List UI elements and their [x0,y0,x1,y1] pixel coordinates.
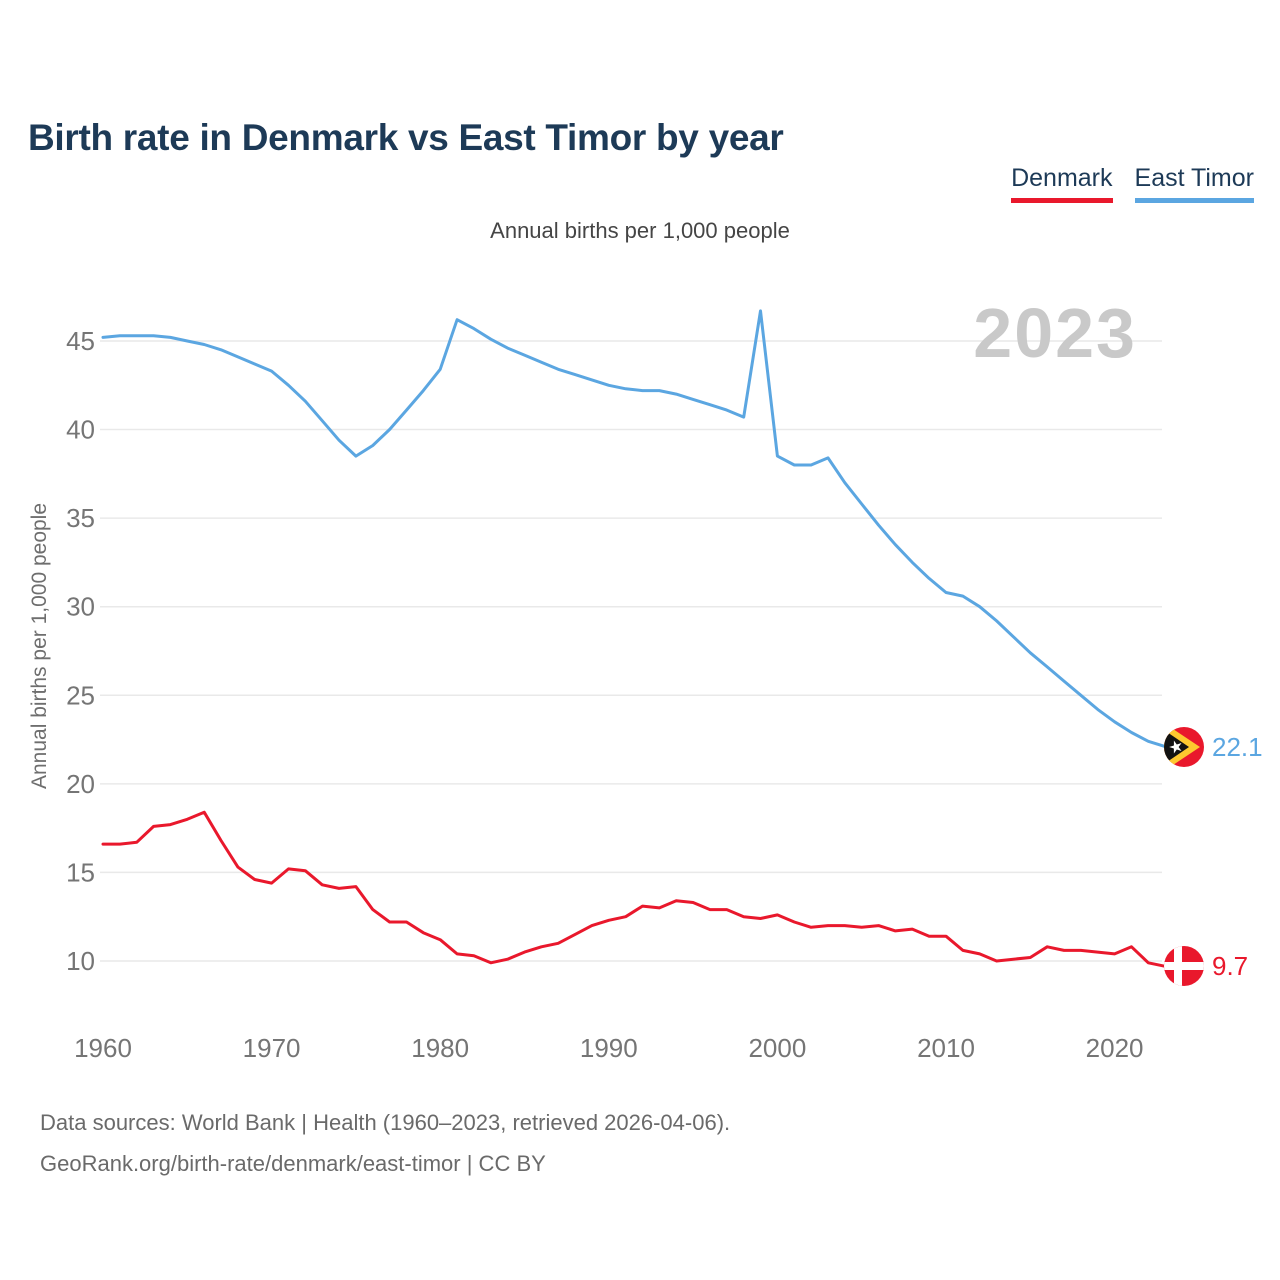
x-tick-label: 1960 [74,1033,132,1063]
y-tick-label: 40 [66,415,95,445]
y-tick-label: 30 [66,592,95,622]
x-tick-label: 1990 [580,1033,638,1063]
x-axis-ticks: 1960 1970 1980 1990 2000 2010 2020 [74,1033,1143,1063]
y-tick-label: 25 [66,680,95,710]
y-tick-label: 10 [66,946,95,976]
legend: Denmark East Timor [1011,164,1254,203]
x-tick-label: 2000 [748,1033,806,1063]
east-timor-end-value: 22.1 [1212,732,1263,762]
x-tick-label: 2020 [1086,1033,1144,1063]
y-tick-label: 35 [66,503,95,533]
east-timor-flag-icon [1164,727,1204,767]
chart-subtitle: Annual births per 1,000 people [490,218,790,243]
footer: Data sources: World Bank | Health (1960–… [40,1102,730,1184]
x-tick-label: 1980 [411,1033,469,1063]
x-tick-label: 2010 [917,1033,975,1063]
y-tick-label: 20 [66,769,95,799]
series-lines [101,309,1167,968]
legend-item-denmark[interactable]: Denmark [1011,164,1113,203]
footer-source-line: Data sources: World Bank | Health (1960–… [40,1110,731,1135]
east-timor-line [101,309,1167,749]
page-title: Birth rate in Denmark vs East Timor by y… [28,116,784,158]
y-axis-title: Annual births per 1,000 people [28,503,51,789]
denmark-flag-icon [1164,946,1204,986]
denmark-end-value: 9.7 [1212,951,1248,981]
y-tick-label: 15 [66,857,95,887]
footer-url-line: GeoRank.org/birth-rate/denmark/east-timo… [40,1151,546,1176]
x-tick-label: 1970 [243,1033,301,1063]
denmark-line [101,810,1167,968]
legend-item-east-timor[interactable]: East Timor [1134,164,1254,203]
y-tick-label: 45 [66,326,95,356]
y-axis-ticks: 10 15 20 25 30 35 40 45 [66,326,95,976]
gridlines [100,340,1162,962]
watermark-year: 2023 [973,294,1137,372]
